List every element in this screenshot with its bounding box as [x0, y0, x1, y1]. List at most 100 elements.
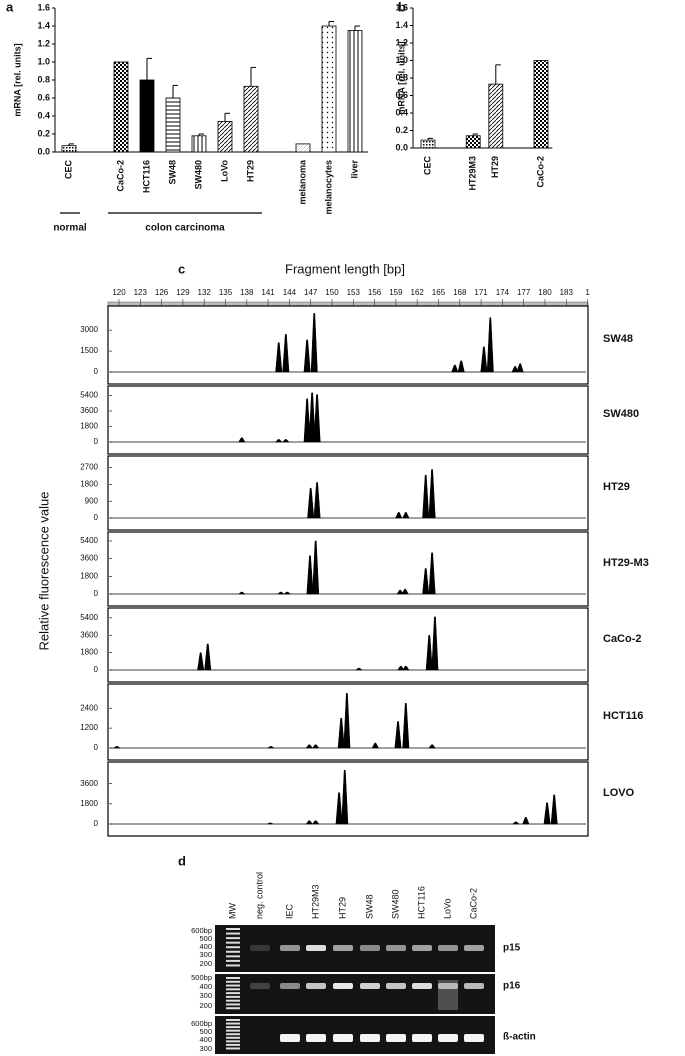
error-bar [68, 143, 74, 146]
x-tick-label: HT29 [245, 160, 255, 182]
y-tick-label: 0 [94, 665, 99, 674]
ladder-band [226, 1029, 240, 1032]
x-tick-label: 174 [496, 288, 510, 297]
ladder-band [226, 980, 240, 983]
y-tick-label: 1.0 [37, 56, 50, 66]
x-tick-label: SW48 [167, 160, 177, 185]
error-bar [198, 133, 204, 136]
trace-frame [107, 683, 589, 761]
lane-label: HCT116 [416, 886, 426, 919]
band [306, 983, 326, 989]
trace-label: SW480 [603, 408, 639, 420]
peak [425, 634, 433, 671]
x-tick-label: HCT116 [141, 160, 151, 193]
y-tick-label: 1500 [80, 346, 98, 355]
peak [274, 439, 283, 443]
peak [522, 817, 530, 825]
ladder-band [226, 946, 240, 949]
blot-label: p16 [503, 981, 521, 992]
ladder-band [226, 1043, 240, 1046]
band [464, 945, 484, 951]
peak [307, 487, 315, 519]
marker-label: 200 [199, 1001, 212, 1010]
peak [341, 769, 349, 825]
y-tick-label: 0.8 [395, 72, 408, 82]
error-bar [146, 57, 152, 80]
x-tick-label: 165 [432, 288, 446, 297]
bar [61, 145, 77, 153]
ladder-band [226, 1022, 240, 1025]
group-label: colon carcinoma [145, 223, 225, 234]
bar [347, 30, 363, 153]
panel-letter: d [178, 853, 186, 868]
y-tick-label: 0 [94, 743, 99, 752]
y-tick-label: 1.6 [395, 2, 408, 12]
peak [305, 820, 313, 825]
peak [402, 703, 410, 749]
peak [237, 591, 246, 595]
marker-label: 500bp [191, 973, 212, 982]
peak [283, 591, 292, 595]
band [250, 983, 270, 989]
x-tick-label: 144 [283, 288, 297, 297]
x-tick-label: 138 [240, 288, 254, 297]
peak [276, 591, 285, 595]
x-tick-label: SW480 [193, 160, 203, 190]
y-tick-label: 3600 [80, 406, 98, 415]
peak [282, 439, 290, 443]
x-tick-label: 135 [219, 288, 233, 297]
marker-label: 500 [199, 934, 212, 943]
peak [396, 589, 404, 595]
band [464, 983, 484, 989]
peak [428, 469, 436, 519]
marker-label: 200 [199, 959, 212, 968]
x-tick-label: 132 [198, 288, 212, 297]
band [306, 1034, 326, 1042]
peak [306, 555, 314, 595]
x-tick-label: HT29 [490, 156, 500, 178]
y-tick-label: 3600 [80, 554, 98, 563]
y-tick-label: 0.2 [395, 125, 408, 135]
ladder-band [226, 1019, 240, 1021]
error-bar [250, 66, 256, 87]
marker-label: 600bp [191, 926, 212, 935]
marker-label: 300 [199, 991, 212, 1000]
band [360, 945, 380, 951]
error-bar [172, 84, 178, 98]
band [386, 945, 406, 951]
trace-label: HCT116 [603, 710, 643, 722]
marker-label: 400 [199, 942, 212, 951]
band [386, 983, 406, 989]
y-tick-label: 3000 [80, 325, 98, 334]
peak [238, 437, 246, 443]
bar [165, 97, 181, 153]
y-tick-label: 0.6 [395, 90, 408, 100]
y-tick-label: 5400 [80, 613, 98, 622]
peak [486, 317, 494, 373]
band [306, 945, 326, 951]
peak [371, 742, 379, 749]
band [360, 983, 380, 989]
y-tick-label: 0.0 [37, 146, 50, 156]
band [438, 1034, 458, 1042]
y-tick-label: 1200 [80, 723, 98, 732]
peak [311, 820, 320, 825]
peak [311, 744, 320, 749]
peak [303, 339, 311, 373]
peak [543, 802, 551, 825]
y-tick-label: 5400 [80, 536, 98, 545]
peak [266, 822, 274, 825]
trace-label: LOVO [603, 787, 635, 799]
error-bar [472, 133, 479, 136]
y-tick-label: 900 [85, 496, 99, 505]
x-tick-label: 129 [176, 288, 190, 297]
x-tick-label: 120 [112, 288, 126, 297]
ladder-band [226, 964, 240, 967]
lane-label: SW48 [364, 894, 374, 919]
peak [394, 721, 402, 749]
x-tick-label: 123 [134, 288, 148, 297]
ladder-band [226, 941, 240, 944]
ladder-band [226, 1040, 240, 1043]
x-tick-label: 183 [560, 288, 574, 297]
y-tick-label: 0.0 [395, 142, 408, 152]
